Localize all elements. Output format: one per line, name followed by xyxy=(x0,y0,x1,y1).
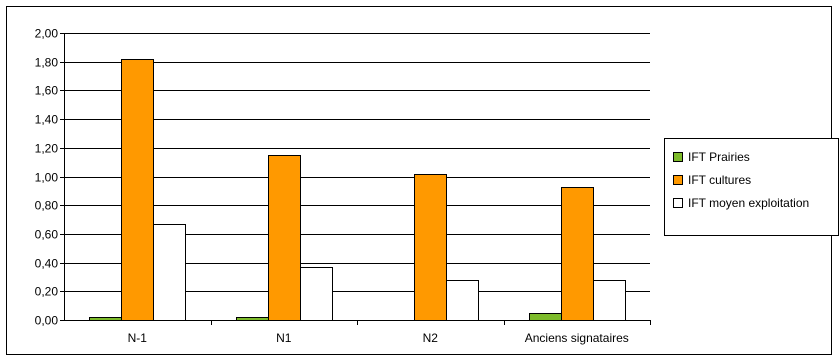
x-tick-label: Anciens signataires xyxy=(525,331,629,345)
bar-ift-prairies-n1 xyxy=(236,317,269,321)
legend-item-ift-cultures: IFT cultures xyxy=(673,168,838,191)
y-tick-label: 0,00 xyxy=(35,314,59,328)
bar-ift-moyen-exploitation-n2 xyxy=(446,280,479,321)
legend: IFT Prairies IFT cultures IFT moyen expl… xyxy=(664,138,839,236)
legend-swatch-ift-cultures xyxy=(673,174,683,185)
y-tick-label: 0,40 xyxy=(35,257,59,271)
y-tick-label: 1,40 xyxy=(35,113,59,127)
bar-ift-cultures-n1 xyxy=(268,155,301,321)
legend-swatch-ift-moyen-exploitation xyxy=(673,197,683,208)
legend-label-ift-moyen-exploitation: IFT moyen exploitation xyxy=(688,195,810,210)
y-tick-label: 1,00 xyxy=(35,171,59,185)
bar-ift-moyen-exploitation-n1 xyxy=(300,267,333,321)
bar-ift-cultures-n2 xyxy=(414,174,447,321)
legend-item-ift-prairies: IFT Prairies xyxy=(673,145,838,168)
bar-ift-moyen-exploitation-anciens-signataires xyxy=(593,280,626,321)
x-tick-label: N2 xyxy=(423,331,439,345)
y-tick-label: 1,20 xyxy=(35,142,59,156)
legend-label-ift-cultures: IFT cultures xyxy=(688,172,752,187)
bar-ift-cultures-n-1 xyxy=(121,59,154,321)
y-tick-label: 0,60 xyxy=(35,228,59,242)
x-tick-label: N1 xyxy=(276,331,292,345)
bar-ift-prairies-n-1 xyxy=(89,317,122,321)
y-tick-label: 2,00 xyxy=(35,27,59,41)
y-tick-label: 0,20 xyxy=(35,285,59,299)
legend-item-ift-moyen-exploitation: IFT moyen exploitation xyxy=(673,191,838,214)
legend-label-ift-prairies: IFT Prairies xyxy=(688,149,750,164)
legend-swatch-ift-prairies xyxy=(673,151,683,162)
bar-ift-cultures-anciens-signataires xyxy=(561,187,594,321)
x-tick-label: N-1 xyxy=(128,331,148,345)
bar-ift-moyen-exploitation-n-1 xyxy=(153,224,186,321)
y-tick-label: 1,60 xyxy=(35,84,59,98)
y-tick-label: 1,80 xyxy=(35,56,59,70)
y-tick-label: 0,80 xyxy=(35,199,59,213)
bar-ift-prairies-anciens-signataires xyxy=(529,313,562,321)
